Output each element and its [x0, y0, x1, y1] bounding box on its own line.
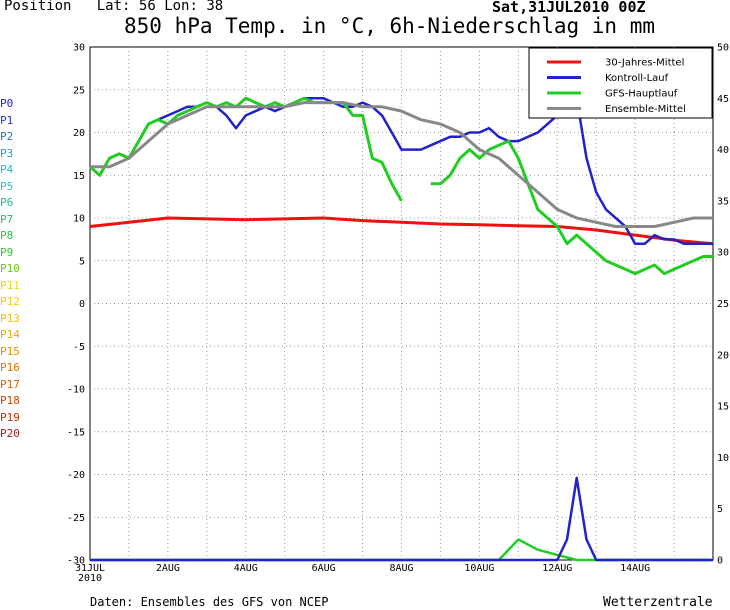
member-label-p4: P4	[0, 163, 14, 176]
member-label-p18: P18	[0, 394, 20, 407]
member-label-p16: P16	[0, 361, 20, 374]
member-label-p10: P10	[0, 262, 20, 275]
x-tick-label: 2010	[78, 573, 102, 584]
y-left-tick-label: 15	[73, 171, 85, 182]
member-label-p20: P20	[0, 427, 20, 440]
member-label-p2: P2	[0, 130, 14, 143]
y-right-tick-label: 45	[717, 94, 729, 105]
member-label-p12: P12	[0, 295, 20, 308]
y-left-tick-label: 20	[73, 128, 85, 139]
x-tick-label: 31JUL	[75, 563, 105, 574]
member-label-p8: P8	[0, 229, 14, 242]
y-right-tick-label: 0	[717, 556, 723, 567]
y-left-tick-label: -5	[73, 342, 85, 353]
legend-box	[528, 47, 713, 119]
member-label-p11: P11	[0, 278, 20, 292]
y-left-tick-label: 25	[73, 85, 85, 96]
ensemble-member-labels: P0 P1 P2 P3 P4 P5 P6 P7 P8 P9 P10 P11 P12 P13 P14 P15 P1…	[0, 96, 20, 443]
y-left-tick-label: 5	[79, 256, 85, 267]
y-right-tick-label: 5	[717, 504, 723, 515]
position-header: Position Lat: 56 Lon: 38	[4, 0, 224, 14]
y-left-tick-label: -20	[67, 470, 85, 481]
series-line-kontroll-lauf-niederschlag	[90, 476, 713, 562]
x-tick-label: 10AUG	[464, 563, 494, 574]
y-left-tick-label: -15	[67, 427, 85, 438]
y-right-tick-label: 50	[717, 43, 729, 54]
legend-entry-ensemble-mittel: Ensemble-Mittel	[605, 104, 686, 115]
member-label-p13: P13	[0, 311, 20, 325]
y-right-tick-label: 30	[717, 248, 729, 259]
member-label-p6: P6	[0, 196, 14, 209]
series-line-30-jahres-mittel	[89, 216, 714, 246]
x-tick-label: 6AUG	[312, 563, 336, 574]
brand-label: Wetterzentrale	[603, 595, 713, 610]
member-label-p3: P3	[0, 146, 14, 160]
series-line-ensemble-mittel	[90, 101, 713, 228]
y-left-tick-label: -30	[67, 556, 85, 567]
member-label-p1: P1	[0, 113, 14, 127]
y-right-tick-label: 20	[717, 350, 729, 361]
y-right-tick-label: 10	[717, 453, 729, 464]
legend-entry-gfs-hauptlauf: GFS-Hauptlauf	[605, 89, 678, 100]
y-right-tick-label: 25	[717, 299, 729, 310]
x-tick-label: 12AUG	[542, 563, 572, 574]
y-left-tick-label: -10	[67, 385, 85, 396]
series-line-gfs-hauptlauf-niederschlag	[90, 538, 713, 562]
y-right-tick-label: 40	[717, 145, 729, 156]
member-label-p15: P15	[0, 344, 20, 358]
legend-entry-30-jahres-mittel: 30-Jahres-Mittel	[605, 58, 684, 69]
y-left-tick-label: 0	[79, 299, 85, 310]
x-tick-label: 4AUG	[234, 563, 258, 574]
x-tick-label: 8AUG	[389, 563, 413, 574]
member-label-p5: P5	[0, 179, 14, 193]
series-line-gfs-hauptlauf	[89, 96, 403, 202]
series-line-gfs-hauptlauf	[430, 139, 713, 276]
member-label-p7: P7	[0, 212, 14, 226]
member-label-p9: P9	[0, 245, 14, 259]
y-right-tick-label: 35	[717, 196, 729, 207]
y-left-tick-label: 10	[73, 214, 85, 225]
run-date: Sat,31JUL2010 00Z	[492, 0, 646, 16]
member-label-p17: P17	[0, 377, 20, 391]
y-right-tick-label: 15	[717, 402, 729, 413]
data-source-note: Daten: Ensembles des GFS von NCEP	[90, 595, 329, 609]
member-label-p19: P19	[0, 410, 20, 424]
x-tick-label: 2AUG	[156, 563, 180, 574]
legend-entry-kontroll-lauf: Kontroll-Lauf	[605, 73, 669, 84]
member-label-p14: P14	[0, 328, 20, 341]
x-tick-label: 14AUG	[620, 563, 650, 574]
y-left-tick-label: 30	[73, 43, 85, 54]
chart-title: 850 hPa Temp. in °C, 6h-Niederschlag in …	[124, 14, 656, 38]
member-label-p0: P0	[0, 97, 14, 110]
y-left-tick-label: -25	[67, 513, 85, 524]
